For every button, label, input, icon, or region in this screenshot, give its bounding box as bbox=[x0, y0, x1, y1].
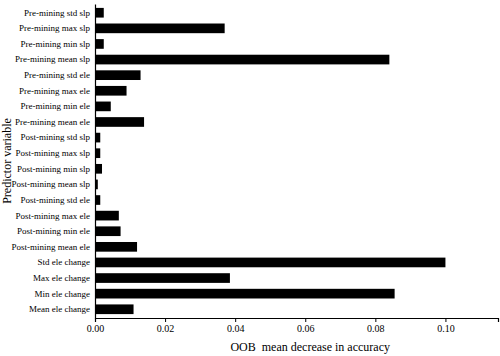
x-tick-label: 0.10 bbox=[437, 323, 455, 334]
y-tick: Max ele change bbox=[33, 273, 90, 283]
plot: 0.00 0.02 0.04 0.06 0.08 0.10 Pre-mining std s… bbox=[12, 5, 499, 335]
bar bbox=[95, 8, 104, 18]
y-tick: Pre-mining mean ele bbox=[15, 117, 90, 127]
y-tick: Post-mining max ele bbox=[16, 211, 91, 221]
y-tick: Post-mining mean slp bbox=[12, 179, 91, 189]
y-tick: Min ele change bbox=[35, 289, 90, 299]
y-tick-label: Pre-mining min ele bbox=[21, 101, 91, 111]
y-tick-label: Min ele change bbox=[35, 289, 90, 299]
bar bbox=[95, 211, 119, 221]
y-tick-label: Pre-mining std slp bbox=[24, 8, 91, 18]
bars bbox=[95, 8, 445, 314]
y-tick-label: Post-mining max ele bbox=[16, 211, 91, 221]
x-tick-label: 0.02 bbox=[157, 323, 175, 334]
bar bbox=[95, 117, 144, 127]
y-tick: Post-mining std ele bbox=[21, 195, 91, 205]
x-tick-mark bbox=[445, 318, 446, 322]
chart: 0.00 0.02 0.04 0.06 0.08 0.10 Pre-mining std s… bbox=[0, 0, 500, 356]
y-tick-label: Post-mining max slp bbox=[15, 148, 90, 158]
y-tick-label: Post-mining mean ele bbox=[12, 242, 91, 252]
bar bbox=[95, 55, 389, 65]
y-tick-label: Max ele change bbox=[33, 273, 90, 283]
x-tick: 0.08 bbox=[367, 318, 385, 334]
y-tick-label: Pre-mining min slp bbox=[21, 39, 91, 49]
y-tick: Pre-mining min slp bbox=[21, 39, 91, 49]
x-tick-mark bbox=[305, 318, 306, 322]
bar bbox=[95, 304, 134, 314]
bar bbox=[95, 258, 445, 268]
y-axis: Pre-mining std slp Pre-mining max slp Pre-… bbox=[12, 5, 96, 319]
bar bbox=[95, 39, 104, 49]
y-tick: Post-mining min slp bbox=[17, 164, 91, 174]
bar bbox=[95, 102, 111, 112]
bar bbox=[95, 24, 225, 34]
x-axis-line bbox=[96, 319, 499, 323]
x-tick: 0.06 bbox=[297, 318, 315, 334]
x-tick: 0.00 bbox=[87, 318, 105, 334]
x-tick-label: 0.06 bbox=[297, 323, 315, 334]
y-tick: Post-mining min ele bbox=[17, 226, 90, 236]
x-tick-label: 0.08 bbox=[367, 323, 385, 334]
y-tick: Pre-mining min ele bbox=[21, 101, 91, 111]
y-tick-label: Pre-mining max ele bbox=[19, 86, 90, 96]
y-axis-line bbox=[95, 5, 96, 319]
y-tick: Pre-mining mean slp bbox=[15, 54, 90, 64]
x-tick-label: 0.00 bbox=[87, 323, 105, 334]
y-tick-label: Post-mining min slp bbox=[17, 164, 91, 174]
bar bbox=[95, 273, 230, 283]
x-tick-mark bbox=[165, 318, 166, 322]
y-tick-label: Mean ele change bbox=[29, 304, 90, 314]
y-tick: Post-mining mean ele bbox=[12, 242, 91, 252]
y-tick-label: Post-mining mean slp bbox=[12, 179, 91, 189]
x-tick-mark bbox=[375, 318, 376, 322]
y-tick-label: Post-mining std slp bbox=[20, 132, 90, 142]
x-tick: 0.10 bbox=[437, 318, 455, 334]
x-tick-mark bbox=[95, 318, 96, 322]
y-tick: Pre-mining std slp bbox=[24, 8, 91, 18]
x-tick-mark bbox=[235, 318, 236, 322]
bar bbox=[95, 226, 121, 236]
y-tick-label: Pre-mining mean ele bbox=[15, 117, 90, 127]
x-tick: 0.04 bbox=[227, 318, 245, 334]
y-axis-title: Predictor variable bbox=[0, 118, 14, 204]
y-tick: Post-mining std slp bbox=[20, 132, 90, 142]
y-tick-label: Std ele change bbox=[38, 257, 90, 267]
y-tick-label: Pre-mining max slp bbox=[19, 23, 90, 33]
y-tick: Pre-mining max slp bbox=[19, 23, 90, 33]
bar bbox=[95, 289, 395, 299]
bar bbox=[95, 242, 137, 252]
y-tick: Post-mining max slp bbox=[15, 148, 90, 158]
y-tick: Mean ele change bbox=[29, 304, 90, 314]
y-tick-label: Pre-mining mean slp bbox=[15, 54, 90, 64]
y-tick: Pre-mining max ele bbox=[19, 86, 90, 96]
y-tick-label: Pre-mining std ele bbox=[24, 70, 90, 80]
bar bbox=[95, 86, 127, 96]
y-tick-label: Post-mining std ele bbox=[21, 195, 91, 205]
y-tick-label: Post-mining min ele bbox=[17, 226, 90, 236]
y-tick: Std ele change bbox=[38, 257, 90, 267]
x-axis-title: OOB mean decrease in accuracy bbox=[230, 340, 390, 354]
y-tick: Pre-mining std ele bbox=[24, 70, 90, 80]
x-tick: 0.02 bbox=[157, 318, 175, 334]
bar bbox=[95, 70, 141, 80]
x-axis: 0.00 0.02 0.04 0.06 0.08 0.10 bbox=[87, 318, 499, 334]
x-tick-label: 0.04 bbox=[227, 323, 245, 334]
